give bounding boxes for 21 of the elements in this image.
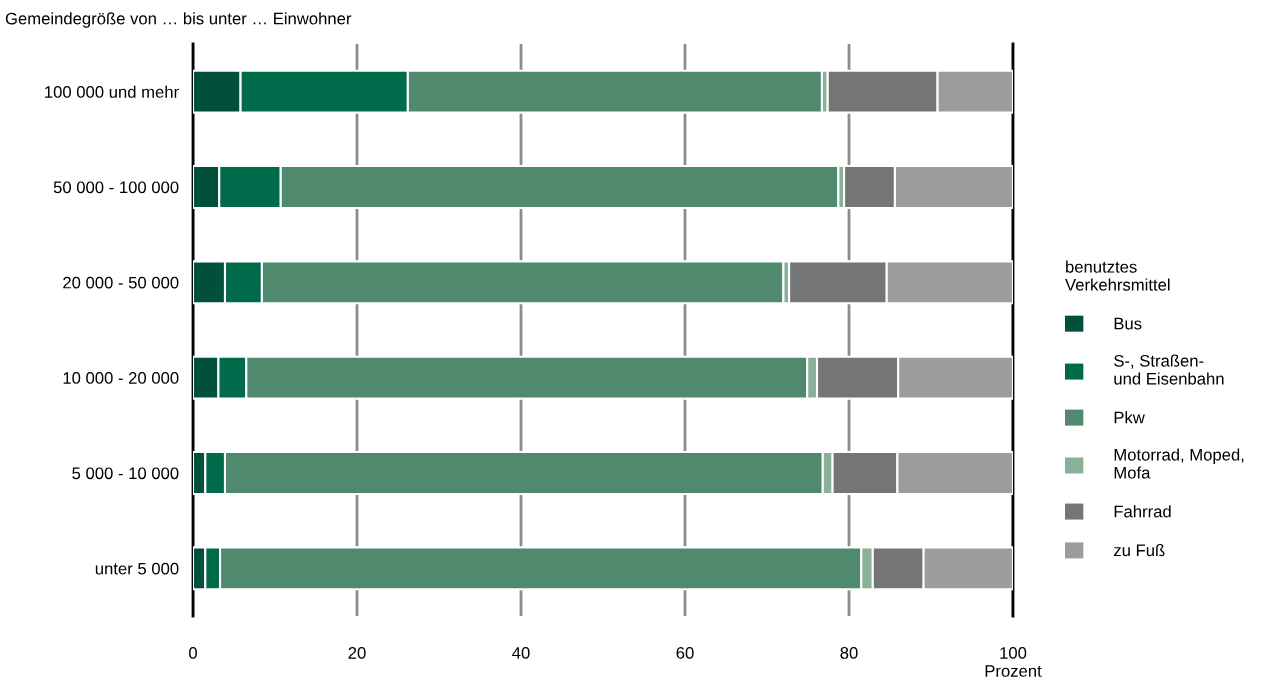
x-tick-label: 80 <box>840 647 858 659</box>
x-tick-label: 60 <box>676 647 694 659</box>
legend-title: benutztes Verkehrsmittel <box>1065 260 1170 291</box>
x-tick-label: 100 <box>1000 647 1027 659</box>
legend-label: Motorrad, Moped, Mofa <box>1114 448 1244 479</box>
legend-label: S-, Straßen- und Eisenbahn <box>1114 354 1224 385</box>
y-tick-label: 50 000 - 100 000 <box>53 181 179 194</box>
chart-title: Gemeindegröße von … bis unter … Einwohner <box>5 12 352 28</box>
legend-label: zu Fuß <box>1114 543 1165 557</box>
legend-label: Bus <box>1114 317 1142 330</box>
legend-label: Fahrrad <box>1114 505 1171 518</box>
x-tick-label: 0 <box>189 647 197 659</box>
x-axis-title: Prozent <box>985 665 1042 677</box>
y-tick-label: 5 000 - 10 000 <box>72 467 179 480</box>
y-tick-label: 100 000 und mehr <box>45 85 179 98</box>
y-tick-label: unter 5 000 <box>95 562 179 575</box>
y-tick-label: 20 000 - 50 000 <box>63 276 179 289</box>
y-tick-label: 10 000 - 20 000 <box>63 372 179 384</box>
x-tick-label: 20 <box>348 647 366 659</box>
legend-label: Pkw <box>1114 411 1145 424</box>
x-tick-label: 40 <box>512 647 530 659</box>
